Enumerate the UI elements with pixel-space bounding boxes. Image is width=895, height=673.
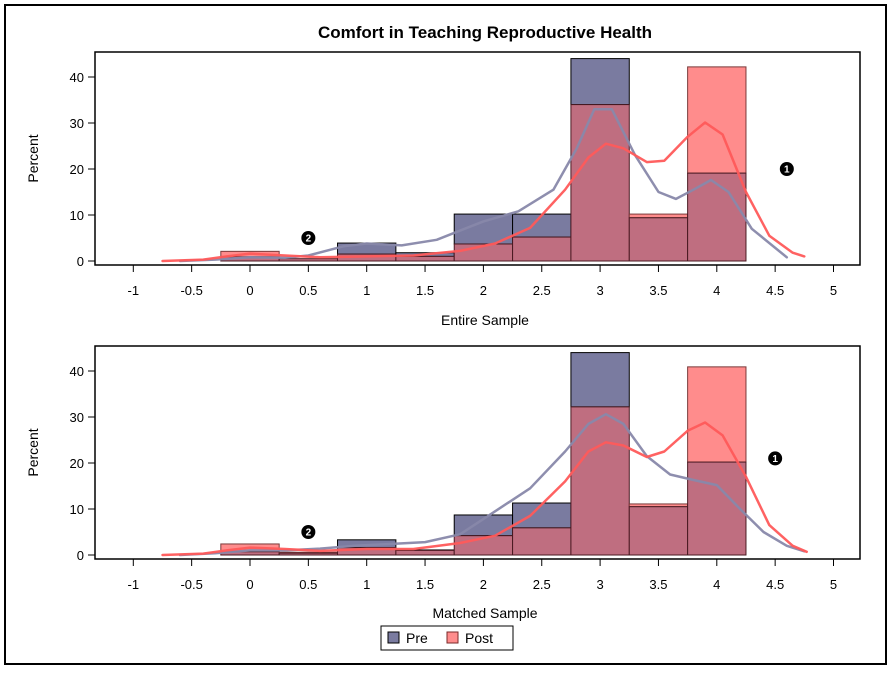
x-tick-label: 1 (363, 577, 370, 592)
x-tick-label: 0.5 (299, 577, 317, 592)
x-tick-label: 4.5 (766, 283, 784, 298)
annotation-label: 2 (306, 234, 312, 245)
x-tick-label: 0.5 (299, 283, 317, 298)
x-tick-label: 2.5 (533, 283, 551, 298)
x-axis-label: Entire Sample (441, 312, 529, 328)
bar-overlap (687, 172, 747, 262)
bar-post-excess (687, 66, 747, 174)
x-tick-label: 2 (480, 283, 487, 298)
x-tick-label: 1.5 (416, 283, 434, 298)
x-tick-label: 5 (830, 577, 837, 592)
legend: Pre Post (380, 625, 514, 651)
annotation-marker (301, 525, 316, 539)
x-tick-label: 3.5 (649, 283, 667, 298)
annotation-marker (779, 162, 794, 176)
bar-post-excess (687, 366, 747, 463)
bar-pre-excess (570, 58, 630, 106)
x-tick-label: 4 (713, 283, 720, 298)
bar-overlap (628, 506, 689, 556)
y-tick-label: 0 (77, 254, 84, 269)
y-tick-label: 40 (70, 70, 84, 85)
y-tick-label: 30 (70, 116, 84, 131)
x-tick-label: 3 (596, 283, 603, 298)
y-tick-label: 10 (70, 208, 84, 223)
legend-label-post: Post (465, 630, 493, 646)
y-tick-label: 40 (70, 364, 84, 379)
bar-overlap (278, 258, 339, 262)
y-axis-label: Percent (25, 134, 41, 182)
panel-2: 0 10 20 30 40 -1 -0.5 0 0.5 1 1.5 2 2.5 3 3.5 4 4.5 5 Matc… (25, 345, 861, 621)
bar-overlap (570, 406, 630, 556)
y-tick-label: 0 (77, 548, 84, 563)
x-tick-label: 2.5 (533, 577, 551, 592)
annotation-label: 1 (772, 454, 778, 465)
x-tick-label: 3.5 (649, 577, 667, 592)
x-tick-label: -1 (128, 577, 140, 592)
y-tick-label: 20 (70, 456, 84, 471)
y-tick-label: 10 (70, 502, 84, 517)
legend-label-pre: Pre (406, 630, 428, 646)
bar-pre-excess (570, 352, 630, 408)
annotation-label: 2 (306, 528, 312, 539)
annotation-marker (301, 231, 316, 245)
x-tick-label: 4 (713, 577, 720, 592)
x-tick-label: 0 (246, 283, 253, 298)
bar-post-excess (628, 213, 689, 219)
annotation-label: 1 (784, 165, 790, 176)
x-tick-label: 1 (363, 283, 370, 298)
x-tick-label: 1.5 (416, 577, 434, 592)
x-tick-label: -0.5 (180, 577, 202, 592)
bar-pre-excess (512, 213, 572, 238)
x-tick-label: 3 (596, 577, 603, 592)
y-tick-label: 20 (70, 162, 84, 177)
bar-overlap (512, 527, 572, 556)
density-curve-post (161, 421, 808, 557)
y-axis-label: Percent (25, 428, 41, 476)
annotation-marker (768, 451, 783, 466)
panel-1: 0 10 20 30 40 -1 -0.5 0 0.5 1 1.5 2 2.5 3 3.5 4 4.5 5 Enti… (25, 51, 861, 328)
bar-overlap (278, 552, 339, 556)
bar-pre-excess (512, 502, 572, 529)
chart-title: Comfort in Teaching Reproductive Health (318, 23, 652, 42)
bar-overlap (395, 255, 455, 262)
density-curve-post (161, 121, 806, 263)
x-tick-label: 5 (830, 283, 837, 298)
x-tick-label: 4.5 (766, 577, 784, 592)
bar-overlap (570, 104, 630, 262)
x-tick-label: 2 (480, 577, 487, 592)
x-axis-label: Matched Sample (432, 605, 537, 621)
bar-overlap (395, 549, 455, 556)
x-tick-label: -0.5 (180, 283, 202, 298)
bar-overlap (628, 217, 689, 262)
y-tick-label: 30 (70, 410, 84, 425)
x-tick-label: 0 (246, 577, 253, 592)
x-tick-label: -1 (128, 283, 140, 298)
bar-overlap (687, 461, 747, 556)
bar-overlap (512, 236, 572, 262)
legend-swatch-post (446, 631, 459, 644)
legend-swatch-pre (387, 631, 400, 644)
